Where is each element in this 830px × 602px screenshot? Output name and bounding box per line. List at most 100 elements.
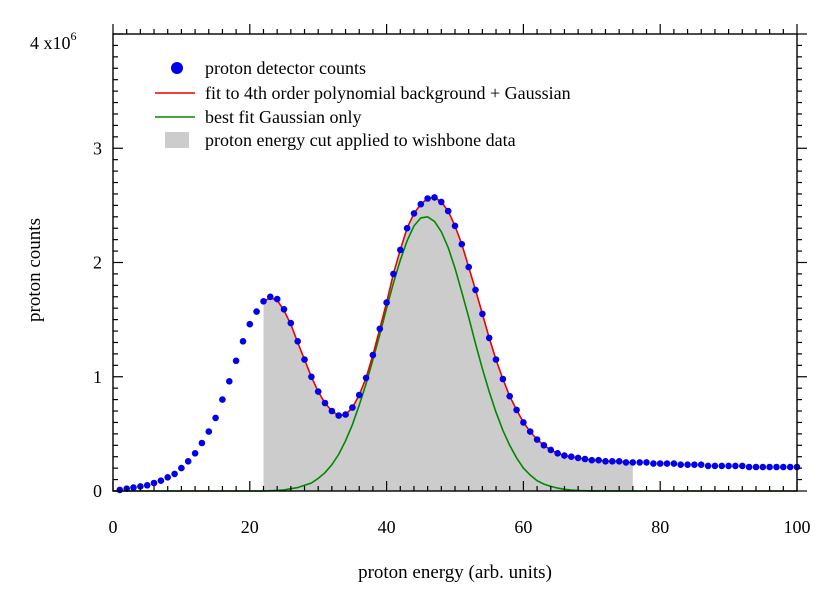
- gaussian-only-line: [113, 215, 797, 492]
- data-point: [376, 325, 384, 333]
- data-point: [739, 462, 746, 470]
- data-point: [526, 428, 534, 435]
- data-point: [622, 459, 630, 466]
- legend-marker-detector-counts: [171, 62, 183, 74]
- data-point: [184, 458, 192, 465]
- data-point: [362, 374, 370, 382]
- data-point: [294, 338, 302, 345]
- y-tick-label: 0: [93, 481, 102, 501]
- y-axis-multiplier-base: 4 x10: [30, 33, 71, 53]
- data-point: [301, 356, 308, 363]
- x-tick-label: 40: [378, 517, 396, 537]
- data-point: [465, 263, 473, 271]
- data-point: [403, 224, 411, 232]
- data-point: [349, 404, 356, 411]
- data-point: [198, 439, 206, 447]
- data-point: [431, 194, 438, 201]
- data-point: [615, 458, 623, 465]
- y-tick-label: 3: [93, 138, 102, 158]
- data-point: [397, 246, 404, 254]
- data-point: [732, 462, 739, 470]
- data-point: [205, 428, 213, 435]
- data-point: [171, 470, 178, 478]
- data-point: [342, 411, 349, 418]
- data-point: [588, 456, 596, 464]
- data-point: [212, 414, 219, 422]
- x-tick-label: 20: [241, 517, 259, 537]
- x-tick-label: 60: [514, 517, 532, 537]
- data-point: [492, 356, 500, 363]
- data-point: [547, 446, 555, 454]
- data-point: [745, 463, 753, 471]
- legend-label-energy-cut: proton energy cut applied to wishbone da…: [205, 130, 516, 150]
- data-point: [438, 198, 445, 206]
- data-point: [725, 462, 732, 470]
- data-point: [656, 460, 664, 467]
- data-point: [157, 477, 165, 485]
- data-point: [458, 240, 466, 248]
- data-point: [383, 299, 390, 306]
- data-point: [273, 295, 281, 303]
- legend-label-gaussian: best fit Gaussian only: [205, 107, 361, 127]
- data-point: [574, 454, 582, 462]
- data-point: [670, 460, 678, 467]
- data-point: [506, 392, 513, 400]
- data-point: [472, 286, 479, 294]
- data-point: [752, 463, 760, 471]
- data-point: [321, 399, 329, 407]
- y-axis-multiplier-label: 4 x106: [30, 29, 77, 53]
- data-point: [691, 461, 698, 469]
- data-point: [602, 458, 609, 465]
- data-point: [130, 484, 137, 491]
- data-point: [308, 373, 315, 381]
- data-point: [561, 452, 568, 459]
- data-point: [568, 453, 575, 461]
- data-point: [239, 338, 247, 345]
- data-point: [759, 463, 767, 471]
- data-point: [424, 195, 431, 202]
- data-point: [150, 479, 158, 487]
- data-point: [314, 388, 322, 395]
- data-point: [595, 456, 602, 464]
- data-point: [520, 419, 527, 426]
- data-point: [513, 406, 520, 414]
- y-tick-label: 1: [93, 367, 102, 387]
- data-point: [479, 310, 486, 318]
- data-point: [540, 442, 548, 449]
- data-point: [773, 463, 780, 471]
- data-point: [780, 463, 787, 471]
- data-point: [287, 319, 295, 327]
- energy-cut-shaded-region: [263, 197, 633, 491]
- data-point: [533, 436, 541, 443]
- legend-label-detector-counts: proton detector counts: [205, 58, 366, 78]
- data-point: [485, 334, 493, 342]
- data-point: [219, 396, 226, 403]
- data-point: [786, 463, 794, 471]
- data-point: [232, 357, 240, 365]
- data-point: [711, 462, 719, 470]
- data-point: [267, 293, 274, 301]
- data-point: [164, 474, 171, 481]
- data-point: [417, 200, 425, 208]
- data-point: [684, 461, 691, 469]
- data-point: [178, 464, 185, 472]
- data-point: [280, 306, 288, 313]
- axis-tick-labels: 0 20 40 60 80 100 0 1 2 3: [93, 138, 811, 537]
- data-point: [226, 378, 233, 385]
- data-point: [335, 412, 343, 419]
- data-point: [444, 207, 452, 215]
- y-axis-title: proton counts: [24, 218, 45, 322]
- data-point: [629, 459, 637, 466]
- data-point: [663, 460, 671, 467]
- data-point: [499, 375, 507, 383]
- data-point: [369, 351, 377, 359]
- legend: proton detector counts fit to 4th order …: [155, 58, 571, 150]
- axis-ticks: [112, 24, 807, 492]
- x-tick-label: 80: [651, 517, 669, 537]
- data-point: [355, 391, 363, 399]
- data-point: [260, 298, 267, 305]
- x-axis-title: proton energy (arb. units): [358, 562, 552, 583]
- data-point: [116, 486, 124, 494]
- x-tick-label: 100: [784, 517, 811, 537]
- detector-count-points: [116, 194, 801, 494]
